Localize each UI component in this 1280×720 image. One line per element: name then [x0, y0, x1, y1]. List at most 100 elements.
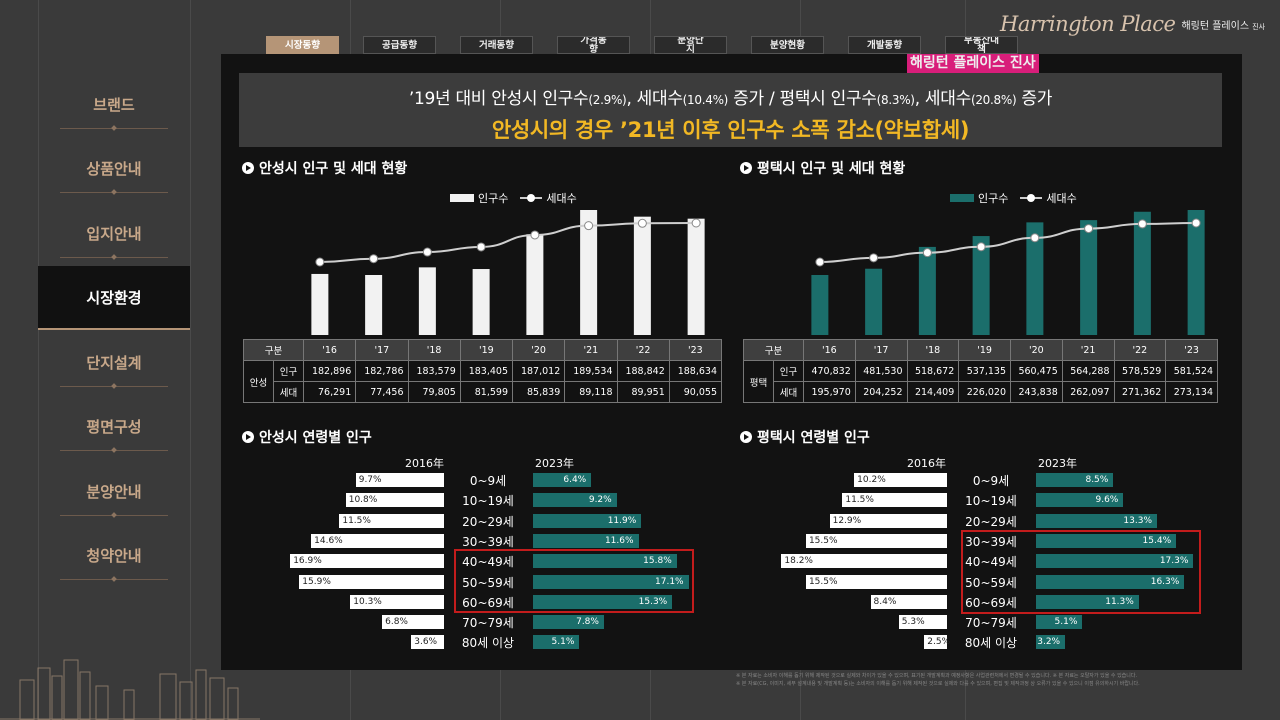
nav-item-label: 상품안내: [86, 160, 142, 179]
table-cell: 470,832: [803, 360, 856, 382]
nav-item-label: 분양안내: [86, 482, 142, 501]
household-point: [1191, 218, 1201, 228]
nav-item[interactable]: 청약안내: [38, 524, 190, 589]
tab[interactable]: 거래동향: [460, 36, 533, 54]
household-point: [530, 230, 540, 240]
table-cell: 481,530: [854, 360, 908, 382]
nav-item-label: 평면구성: [86, 418, 142, 437]
table-cell: 518,672: [906, 360, 960, 382]
pyeongtaek-chart-title: 평택시 인구 및 세대 현황: [740, 158, 905, 178]
household-point: [869, 253, 879, 263]
anseong-age-title: 안성시 연령별 인구: [242, 427, 372, 447]
top-tab-bar: 시장동향 공급동향 거래동향 가격동 향 분양단 지 분양현황 개발동향 부동산대 책: [266, 36, 1018, 54]
table-header: '23: [668, 339, 723, 361]
age-group-label: 70~79세: [462, 616, 514, 631]
age-bar-2023: 9.2%: [533, 493, 617, 508]
household-point: [815, 257, 825, 267]
nav-item[interactable]: 평면구성: [38, 395, 190, 460]
table-cell: 271,362: [1113, 381, 1167, 403]
population-bar: [365, 275, 383, 335]
table-cell: 182,896: [302, 360, 357, 382]
age-bar-2016: 11.5%: [842, 493, 947, 508]
age-group-label: 50~59세: [462, 575, 514, 590]
play-icon: [740, 431, 752, 443]
nav-divider: [38, 328, 190, 330]
table-row-label: 인구: [773, 360, 804, 382]
household-point: [637, 218, 647, 228]
age-bar-2016: 10.2%: [854, 473, 947, 487]
household-point: [691, 218, 701, 228]
age-group-label: 70~79세: [965, 616, 1017, 631]
pyeongtaek-year-2016: 2016年: [907, 457, 946, 470]
table-cell: 578,529: [1113, 360, 1167, 382]
table-cell: 243,838: [1010, 381, 1063, 403]
age-group-label: 20~29세: [462, 514, 514, 529]
tab[interactable]: 가격동 향: [557, 36, 630, 54]
age-group-label: 0~9세: [972, 474, 1010, 488]
nav-item-label: 입지안내: [86, 224, 142, 243]
age-bar-2023: 16.3%: [1036, 574, 1185, 589]
population-bar: [918, 246, 936, 335]
nav-item[interactable]: 상품안내: [38, 137, 190, 202]
tab[interactable]: 부동산대 책: [945, 36, 1018, 54]
table-header: '20: [511, 339, 566, 361]
nav-item[interactable]: 시장환경: [38, 265, 190, 330]
age-group-label: 40~49세: [965, 555, 1017, 570]
table-header: '21: [1061, 339, 1115, 361]
pyeongtaek-legend: 인구수 세대수: [950, 190, 1077, 206]
table-cell: 214,409: [906, 381, 960, 403]
table-cell: 183,579: [407, 360, 461, 382]
brand-logo[interactable]: Harrington Place 해링턴 플레이스 진사: [1000, 12, 1265, 36]
table-header: '23: [1165, 339, 1218, 361]
age-bar-2023: 5.1%: [1036, 615, 1083, 630]
age-bar-2016: 15.5%: [805, 533, 947, 548]
tab[interactable]: 공급동향: [363, 36, 436, 54]
pyeongtaek-population-chart: [811, 210, 1205, 335]
table-cell: 81,599: [459, 381, 514, 403]
nav-item[interactable]: 브랜드: [38, 72, 190, 137]
age-group-label: 30~39세: [462, 534, 514, 549]
age-bar-2023: 7.8%: [533, 615, 604, 630]
table-cell: 187,012: [511, 360, 566, 382]
play-icon: [242, 162, 254, 174]
tab[interactable]: 분양현황: [751, 36, 824, 54]
table-cell: 189,534: [564, 360, 618, 382]
logo-korean: 해링턴 플레이스 진사: [1181, 20, 1266, 32]
nav-divider: [60, 385, 168, 387]
age-bar-2016: 12.9%: [829, 513, 947, 528]
population-bar: [311, 273, 329, 335]
population-bar: [972, 236, 990, 335]
tab[interactable]: 개발동향: [848, 36, 921, 54]
age-bar-2023: 15.3%: [533, 594, 673, 609]
highlight-box: [961, 530, 1201, 614]
age-group-label: 80세 이상: [964, 636, 1018, 651]
age-bar-2023: 8.5%: [1036, 473, 1114, 487]
nav-item[interactable]: 단지설계: [38, 330, 190, 395]
headline-line-1: ’19년 대비 안성시 인구수(2.9%), 세대수(10.4%) 증가 / 평…: [408, 89, 1053, 109]
table-header: '19: [459, 339, 514, 361]
population-bar: [865, 268, 883, 335]
nav-divider: [60, 192, 168, 193]
table-cell: 564,288: [1061, 360, 1115, 382]
headline-box: ’19년 대비 안성시 인구수(2.9%), 세대수(10.4%) 증가 / 평…: [239, 73, 1222, 147]
tab[interactable]: 분양단 지: [654, 36, 727, 54]
legend-bar-swatch: [950, 194, 974, 202]
nav-item[interactable]: 분양안내: [38, 459, 190, 524]
logo-script: Harrington Place: [1000, 12, 1176, 36]
nav-item-label: 브랜드: [93, 95, 135, 114]
legend-line-swatch: [1020, 194, 1043, 202]
population-bar: [1133, 211, 1151, 335]
population-bar: [1026, 222, 1044, 335]
household-point: [369, 254, 379, 264]
legend-line-swatch: [520, 194, 543, 202]
table-cell: 262,097: [1061, 381, 1115, 403]
table-cell: 560,475: [1010, 360, 1063, 382]
age-bar-2023: 11.6%: [533, 533, 639, 548]
age-bar-2016: 15.5%: [805, 574, 947, 589]
table-header: '20: [1010, 339, 1063, 361]
household-line: [319, 222, 697, 263]
age-bar-2016: 10.3%: [350, 594, 444, 609]
nav-item[interactable]: 입지안내: [38, 201, 190, 266]
tab[interactable]: 시장동향: [266, 36, 339, 54]
